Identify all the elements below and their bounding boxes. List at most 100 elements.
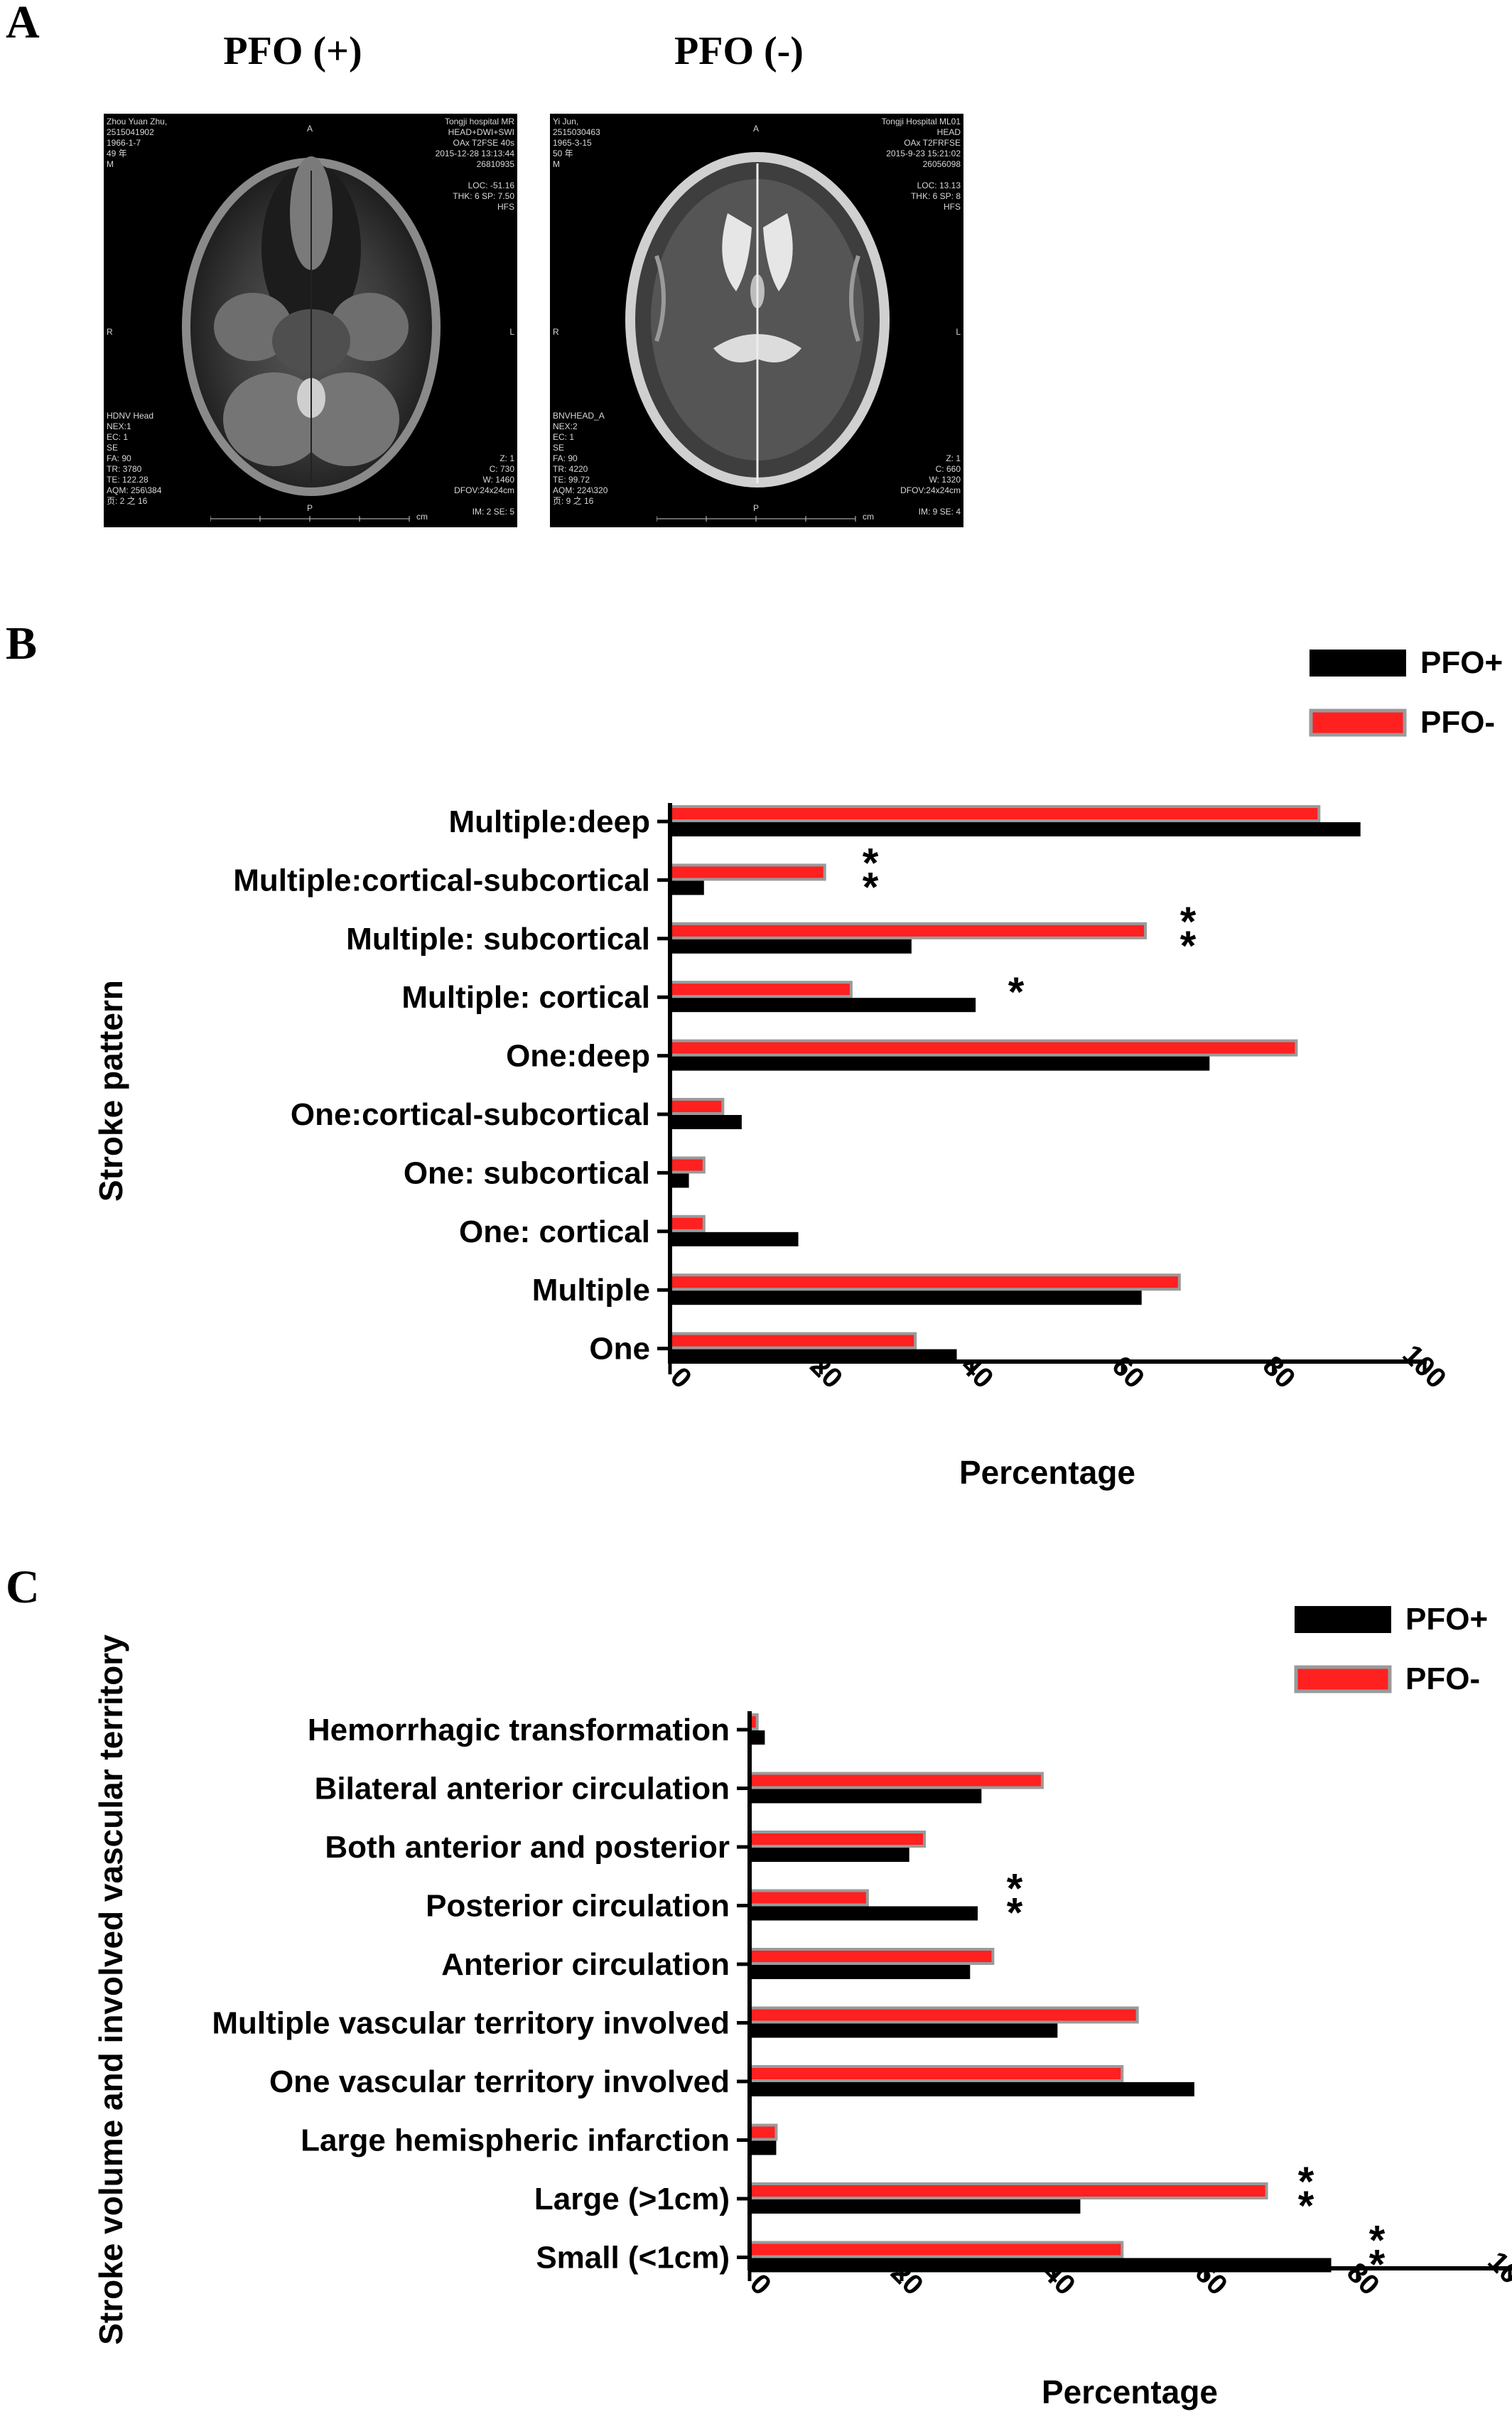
x-tick-label-40: 40 — [955, 1350, 1000, 1395]
mri-right-orient-a: A — [753, 124, 760, 134]
mri-left-orient-r: R — [107, 327, 113, 337]
significance-small-1cm: ** — [1369, 2218, 1386, 2288]
bar-pfo-pos-large-hemispheric-infarction — [750, 2140, 777, 2155]
bar-pfo-neg-posterior-circulation — [748, 1889, 869, 1907]
legend-swatch-pfo-neg — [1309, 709, 1407, 737]
significance-star: * — [1180, 923, 1197, 969]
bar-pfo-pos-both-anterior-and-posterior — [750, 1848, 909, 1862]
panel-label-b: B — [6, 618, 38, 669]
legend-swatch-pfo-neg — [1294, 1665, 1392, 1693]
mri-right-scale-unit: cm — [863, 512, 874, 522]
category-label-hemorrhagic-transformation: Hemorrhagic transformation — [308, 1713, 730, 1747]
mri-right-title: PFO (-) — [674, 29, 804, 73]
significance-star: * — [1007, 1890, 1023, 1936]
bar-pfo-pos-posterior-circulation — [750, 1906, 978, 1921]
category-label-one-vascular-territory-involved: One vascular territory involved — [269, 2064, 730, 2099]
category-label-bilateral-anterior-circulation: Bilateral anterior circulation — [315, 1772, 730, 1806]
significance-multiple-cortical: * — [1008, 969, 1025, 1015]
bar-pfo-neg-bilateral-anterior-circulation — [748, 1772, 1044, 1789]
x-axis-title: Percentage — [1042, 2374, 1218, 2410]
significance-star: * — [863, 864, 879, 910]
legend-label-pfo-neg: PFO- — [1405, 1661, 1480, 1696]
bar-pfo-pos-multiple-vascular-territory-involved — [750, 2023, 1058, 2038]
bar-pfo-neg-multiple-cortical — [669, 981, 853, 998]
significance-star: * — [1369, 2242, 1386, 2288]
mri-left-scan-info: Tongji hospital MR HEAD+DWI+SWI OAx T2FS… — [435, 117, 514, 212]
mri-left-scale-bar — [210, 516, 410, 522]
bar-pfo-neg-one-deep — [669, 1039, 1298, 1057]
bar-pfo-pos-one-deep — [670, 1056, 1210, 1071]
x-tick-label-80: 80 — [1257, 1350, 1302, 1395]
x-tick-label-100: 100 — [1481, 2246, 1512, 2301]
bar-pfo-neg-small-1cm — [748, 2241, 1124, 2258]
significance-posterior-circulation: ** — [1007, 1866, 1023, 1936]
category-label-one-subcortical: One: subcortical — [404, 1155, 650, 1190]
x-tick-label-60: 60 — [1106, 1350, 1150, 1395]
bar-pfo-pos-multiple-subcortical — [670, 939, 912, 954]
legend-swatch-pfo-pos — [1295, 1606, 1391, 1633]
bar-pfo-neg-one-vascular-territory-involved — [748, 2065, 1124, 2082]
bar-pfo-pos-one-vascular-territory-involved — [750, 2082, 1194, 2096]
significance-star: * — [863, 840, 879, 886]
panel-label-c: C — [6, 1561, 40, 1613]
bar-pfo-pos-large-1cm — [750, 2199, 1081, 2214]
brain-scan-ventricle-level — [625, 152, 890, 487]
significance-star: * — [1298, 2159, 1314, 2205]
category-label-multiple-subcortical: Multiple: subcortical — [346, 922, 650, 957]
bar-pfo-neg-one-cortical-subcortical — [669, 1098, 725, 1115]
bar-pfo-pos-anterior-circulation — [750, 1965, 971, 1979]
y-axis-title: Stroke volume and involved vascular terr… — [92, 1634, 129, 2345]
bar-pfo-pos-multiple — [670, 1291, 1142, 1305]
mri-left-title: PFO (+) — [223, 29, 362, 73]
category-label-multiple: Multiple — [532, 1273, 650, 1308]
significance-star: * — [1007, 1866, 1023, 1912]
category-label-one-deep: One:deep — [506, 1039, 650, 1074]
category-label-anterior-circulation: Anterior circulation — [441, 1947, 730, 1982]
significance-star: * — [1298, 2183, 1314, 2229]
chart-stroke-pattern: Multiple:deep Multiple:cortical-subcortic… — [92, 645, 1503, 1491]
bar-pfo-pos-multiple-cortical-subcortical — [670, 880, 704, 895]
category-label-large-hemispheric-infarction: Large hemispheric infarction — [301, 2123, 730, 2158]
category-label-both-anterior-and-posterior: Both anterior and posterior — [325, 1830, 730, 1865]
mri-left-scale-unit: cm — [416, 512, 428, 522]
category-label-multiple-cortical: Multiple: cortical — [401, 980, 650, 1015]
significance-multiple-cortical-subcortical: ** — [863, 840, 879, 910]
bar-pfo-neg-multiple-vascular-territory-involved — [748, 2006, 1139, 2024]
mri-image-pfo-positive: Zhou Yuan Zhu, 2515041902 1966-1-7 49 年 … — [104, 114, 517, 527]
category-label-small-1cm: Small (<1cm) — [536, 2241, 730, 2275]
mri-right-scale-bar — [657, 516, 856, 522]
significance-star: * — [1008, 969, 1025, 1015]
mri-image-pfo-negative: Yi Jun, 2515030463 1965-3-15 50 年 M Tong… — [550, 114, 963, 527]
category-label-posterior-circulation: Posterior circulation — [426, 1889, 730, 1924]
mri-right-window: Z: 1 C: 660 W: 1320 DFOV:24x24cm IM: 9 S… — [900, 453, 961, 517]
category-label-large-1cm: Large (>1cm) — [534, 2182, 730, 2216]
bar-pfo-neg-one-cortical — [669, 1214, 706, 1232]
mri-right-orient-p: P — [753, 503, 760, 513]
bar-pfo-pos-multiple-deep — [670, 822, 1361, 836]
significance-star: * — [1180, 899, 1197, 945]
mri-left-params: HDNV Head NEX:1 EC: 1 SE FA: 90 TR: 3780… — [107, 411, 162, 506]
significance-large-1cm: ** — [1298, 2159, 1314, 2229]
bar-pfo-neg-anterior-circulation — [748, 1948, 995, 1965]
bar-pfo-neg-multiple — [669, 1273, 1181, 1291]
bar-pfo-neg-one-subcortical — [669, 1156, 706, 1174]
bar-pfo-pos-multiple-cortical — [670, 998, 976, 1013]
category-label-multiple-cortical-subcortical: Multiple:cortical-subcortical — [233, 863, 650, 898]
y-axis-title: Stroke pattern — [92, 980, 129, 1202]
mri-right-orient-r: R — [553, 327, 559, 337]
mri-left-orient-l: L — [509, 327, 514, 337]
mri-right-params: BNVHEAD_A NEX:2 EC: 1 SE FA: 90 TR: 4220… — [553, 411, 608, 506]
category-label-multiple-deep: Multiple:deep — [448, 804, 650, 839]
bar-pfo-neg-multiple-cortical-subcortical — [669, 863, 826, 881]
mri-right-orient-l: L — [956, 327, 961, 337]
x-axis-title: Percentage — [959, 1454, 1135, 1491]
panel-label-a: A — [6, 0, 40, 48]
legend-label-pfo-pos: PFO+ — [1420, 645, 1503, 680]
bar-pfo-pos-one-cortical-subcortical — [670, 1115, 742, 1129]
mri-left-orient-p: P — [307, 503, 313, 513]
bar-pfo-neg-one — [669, 1332, 917, 1349]
legend-swatch-pfo-pos — [1310, 650, 1406, 677]
category-label-one-cortical: One: cortical — [459, 1214, 650, 1249]
category-label-multiple-vascular-territory-involved: Multiple vascular territory involved — [212, 2006, 730, 2041]
bar-pfo-neg-multiple-subcortical — [669, 922, 1148, 939]
